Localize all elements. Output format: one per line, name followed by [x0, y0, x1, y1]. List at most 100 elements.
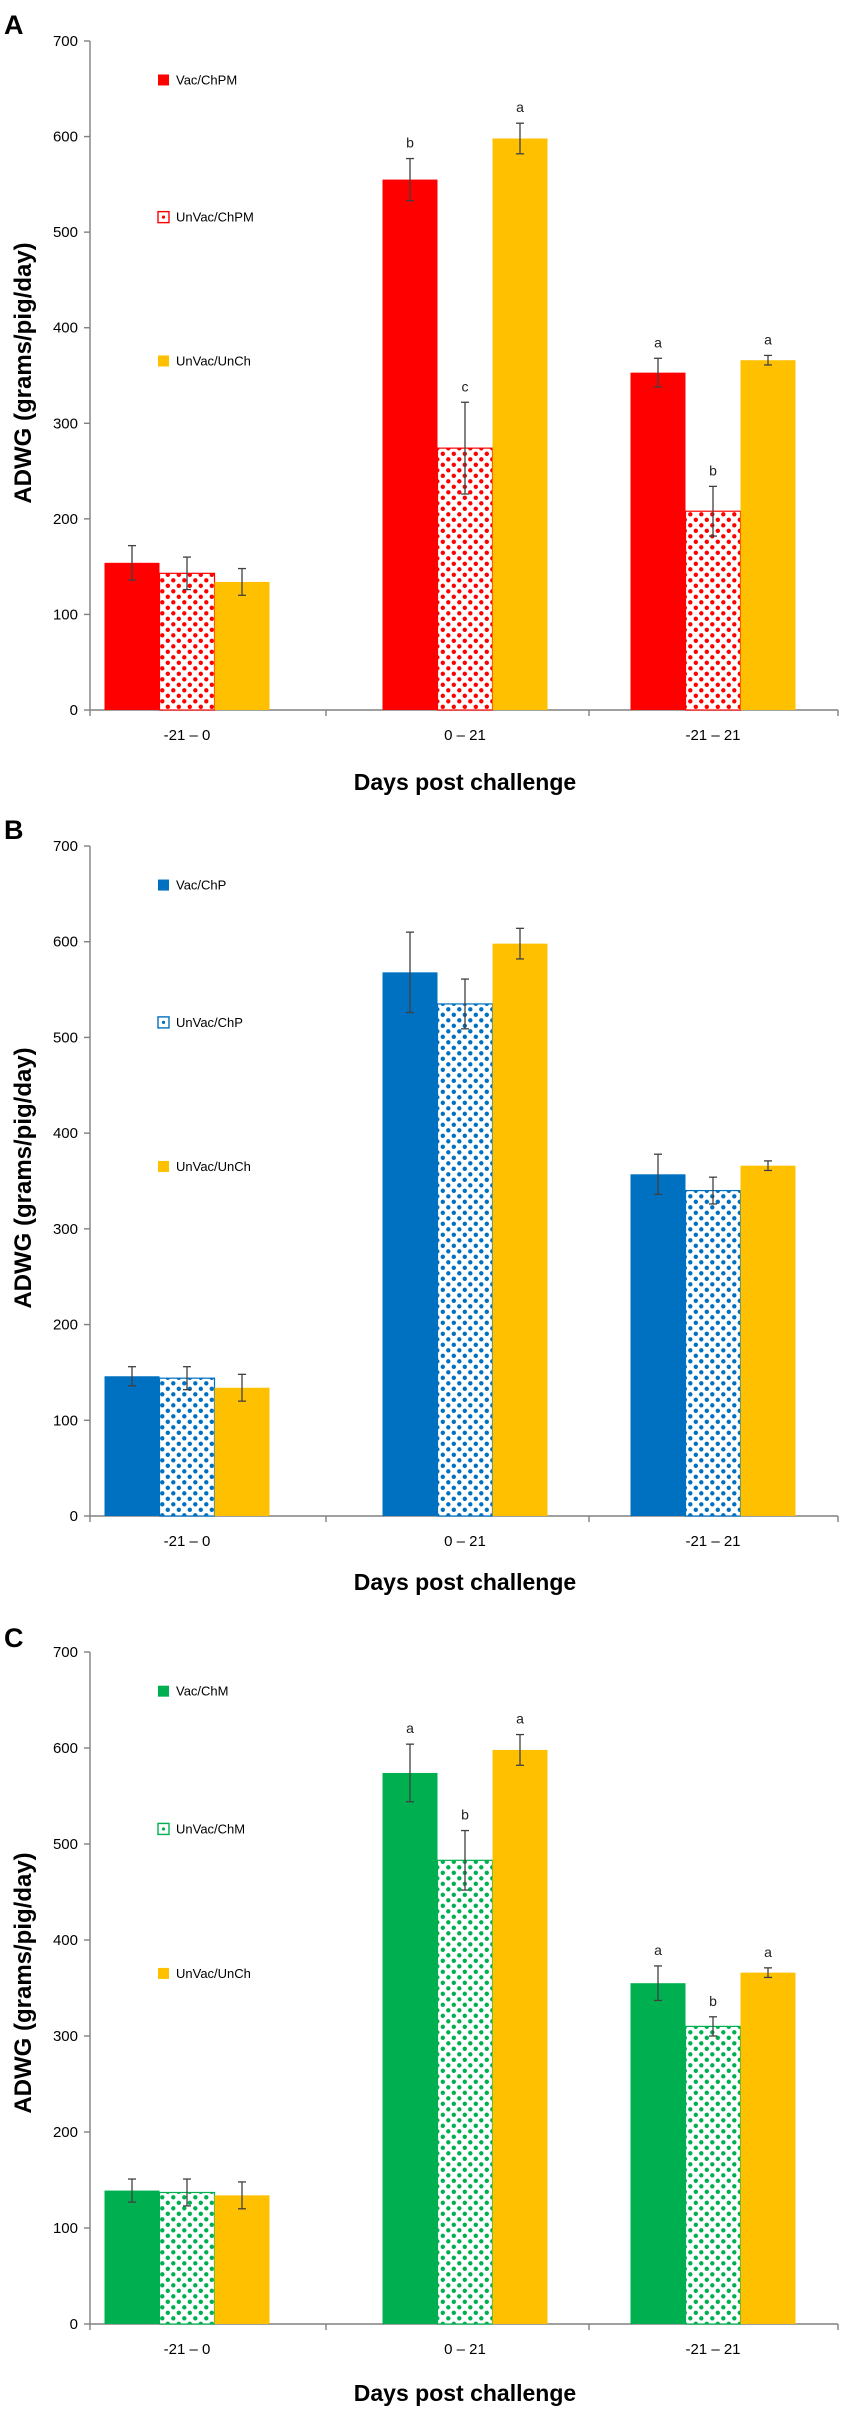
y-tick-label: 0: [70, 702, 78, 719]
significance-letter: a: [406, 1720, 414, 1736]
bar: [630, 1983, 686, 2324]
y-tick-label: 300: [53, 415, 78, 432]
significance-letter: b: [406, 135, 414, 151]
panel-c: C ADWG (grams/pig/day) Days post challen…: [4, 1623, 839, 2406]
bar: [740, 1972, 796, 2324]
bar: [436, 1003, 494, 1517]
x-axis-label: Days post challenge: [354, 769, 576, 795]
legend-swatch: [158, 879, 169, 891]
bar: [382, 972, 438, 1516]
y-tick-label: 400: [53, 320, 78, 337]
bar: [492, 943, 548, 1516]
y-axis-label: ADWG (grams/pig/day): [10, 242, 37, 503]
legend-label: UnVac/UnCh: [176, 1159, 251, 1174]
significance-letter: a: [516, 1711, 524, 1727]
x-category-label: -21 – 21: [685, 727, 740, 744]
legend-label: UnVac/ChP: [176, 1015, 243, 1030]
y-tick-label: 400: [53, 1932, 78, 1949]
bar: [158, 1377, 216, 1517]
y-tick-label: 400: [53, 1125, 78, 1142]
x-category-label: -21 – 0: [164, 2341, 211, 2358]
bar: [740, 1165, 796, 1516]
y-tick-label: 500: [53, 1029, 78, 1046]
panel-a: A ADWG (grams/pig/day) Days post challen…: [4, 10, 839, 795]
x-category-label: -21 – 21: [685, 2341, 740, 2358]
bar: [104, 562, 160, 710]
legend-swatch: [158, 1967, 169, 1979]
bar: [630, 1174, 686, 1516]
y-tick-label: 100: [53, 2220, 78, 2237]
panel-label: C: [4, 1623, 24, 1653]
significance-letter: a: [654, 334, 662, 350]
y-tick-label: 100: [53, 606, 78, 623]
legend-swatch-dot: [161, 215, 166, 219]
bar: [214, 2195, 270, 2324]
significance-letter: a: [764, 1944, 772, 1960]
x-category-label: -21 – 0: [164, 727, 211, 744]
bar: [214, 1387, 270, 1516]
legend-swatch-dot: [161, 1020, 166, 1024]
panel-b: B ADWG (grams/pig/day) Days post challen…: [4, 815, 839, 1595]
bar: [684, 2025, 742, 2325]
bar: [740, 360, 796, 710]
legend-label: Vac/ChM: [176, 1684, 229, 1699]
x-axis-label: Days post challenge: [354, 2380, 576, 2406]
legend-swatch: [158, 1160, 169, 1172]
y-tick-label: 200: [53, 1317, 78, 1334]
y-tick-label: 0: [70, 2316, 78, 2333]
significance-letter: c: [462, 378, 469, 394]
bar: [104, 2190, 160, 2324]
y-tick-label: 200: [53, 511, 78, 528]
bar: [492, 138, 548, 711]
plot-area: 0 100 200 300 400 500 600 700 -21 – 0 0 – 21 -21 –…: [53, 838, 839, 1550]
y-axis-label: ADWG (grams/pig/day): [10, 1047, 37, 1308]
legend-label: Vac/ChP: [176, 878, 226, 893]
y-tick-label: 0: [70, 1508, 78, 1525]
y-tick-label: 300: [53, 2028, 78, 2045]
y-axis-label: ADWG (grams/pig/day): [10, 1852, 37, 2113]
y-tick-label: 100: [53, 1412, 78, 1429]
bar: [158, 572, 216, 711]
bar: [630, 372, 686, 710]
x-category-label: 0 – 21: [444, 727, 486, 744]
x-category-label: -21 – 21: [685, 1533, 740, 1550]
significance-letter: b: [709, 1993, 717, 2009]
x-category-label: 0 – 21: [444, 1533, 486, 1550]
legend-label: Vac/ChPM: [176, 72, 237, 87]
y-tick-label: 500: [53, 224, 78, 241]
plot-area: 0 100 200 300 400 500 600 700 -21 – 0 0 – 21 -21 –…: [53, 1644, 839, 2358]
significance-letter: a: [654, 1942, 662, 1958]
y-tick-label: 600: [53, 129, 78, 146]
x-category-label: 0 – 21: [444, 2341, 486, 2358]
bar: [158, 2191, 216, 2325]
y-tick-label: 600: [53, 1740, 78, 1757]
bar: [436, 1859, 494, 2325]
significance-letter: b: [461, 1807, 469, 1823]
legend-swatch: [158, 1685, 169, 1697]
bar: [492, 1749, 548, 2324]
bar: [104, 1376, 160, 1516]
significance-letter: a: [764, 331, 772, 347]
bar: [684, 1189, 742, 1517]
y-tick-label: 500: [53, 1836, 78, 1853]
legend-swatch-dot: [161, 1827, 166, 1831]
legend-label: UnVac/UnCh: [176, 353, 251, 368]
panel-label: B: [4, 815, 24, 845]
y-tick-label: 300: [53, 1221, 78, 1238]
bar: [382, 179, 438, 711]
legend-label: UnVac/ChM: [176, 1821, 245, 1836]
bar: [382, 1772, 438, 2324]
x-axis-label: Days post challenge: [354, 1569, 576, 1595]
y-tick-label: 700: [53, 838, 78, 855]
legend-swatch: [158, 74, 169, 86]
y-tick-label: 700: [53, 1644, 78, 1661]
y-tick-label: 600: [53, 934, 78, 951]
x-category-label: -21 – 0: [164, 1533, 211, 1550]
plot-area: 0 100 200 300 400 500 600 700 -21 – 0 0 – 21 -21 –…: [53, 33, 839, 744]
bar: [684, 510, 742, 711]
legend-label: UnVac/UnCh: [176, 1966, 251, 1981]
bar: [214, 581, 270, 710]
legend-label: UnVac/ChPM: [176, 210, 254, 225]
panel-label: A: [4, 10, 24, 40]
